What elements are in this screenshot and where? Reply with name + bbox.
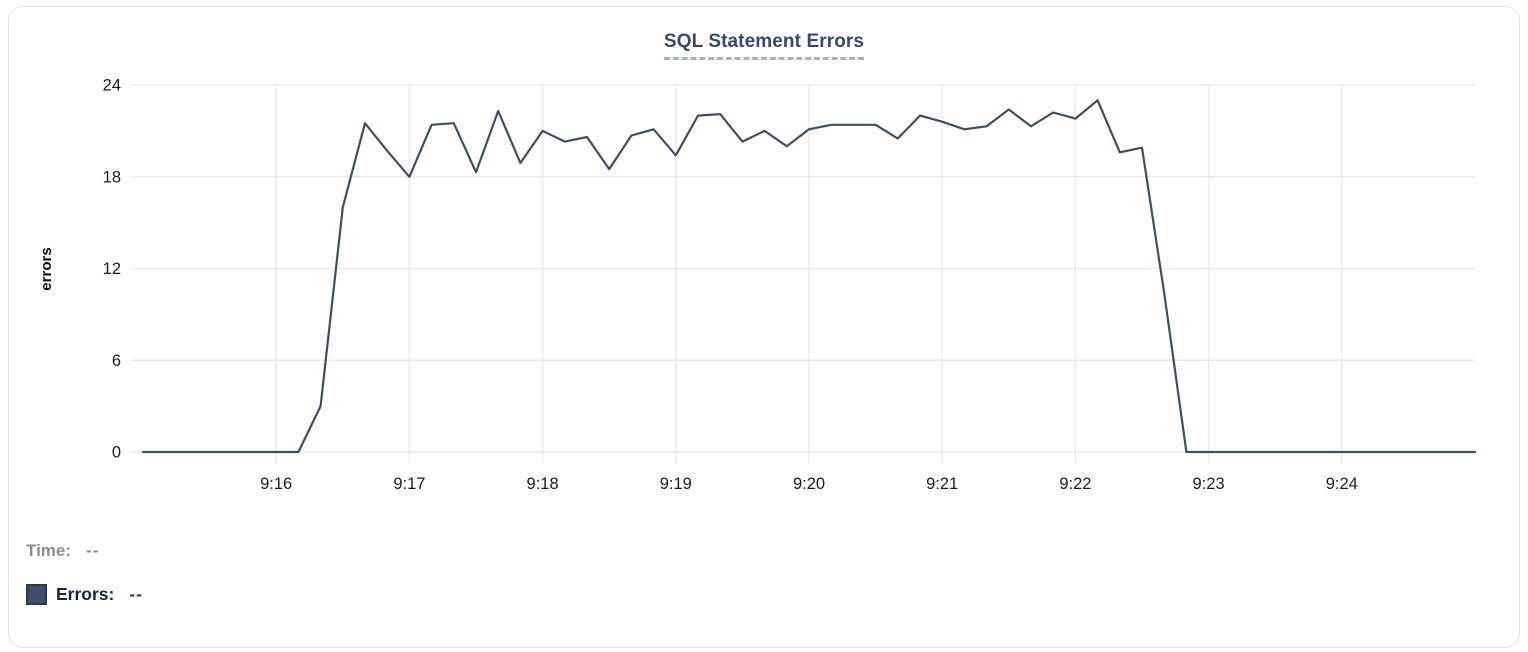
x-tick-label: 9:24 — [1326, 475, 1358, 493]
x-tick-label: 9:18 — [527, 475, 559, 493]
chart-card: SQL Statement Errors 0 6 12 18 24 9:16 9:17 9:1… — [8, 6, 1520, 648]
y-tick-label: 24 — [103, 77, 121, 95]
x-tick-label: 9:22 — [1059, 475, 1091, 493]
errors-value: -- — [129, 584, 144, 604]
chart-header: SQL Statement Errors — [9, 31, 1519, 60]
x-tick-label: 9:17 — [393, 475, 425, 493]
legend-errors-item[interactable]: Errors: -- — [26, 584, 143, 605]
errors-series-line — [141, 99, 1477, 454]
x-tick-label: 9:23 — [1193, 475, 1225, 493]
errors-label: Errors: — [56, 584, 115, 604]
x-tick-label: 9:21 — [926, 475, 958, 493]
y-tick-label: 0 — [112, 444, 121, 462]
y-tick-label: 12 — [103, 260, 121, 278]
sql-errors-line-chart[interactable]: 0 6 12 18 24 9:16 9:17 9:18 9:19 9:20 9:21 9:22 9:23… — [8, 6, 1520, 513]
chart-title[interactable]: SQL Statement Errors — [663, 31, 865, 60]
y-tick-label: 6 — [112, 352, 121, 370]
readout-time-row: Time: -- — [26, 541, 99, 561]
x-tick-label: 9:20 — [793, 475, 825, 493]
x-tick-label: 9:16 — [260, 475, 292, 493]
time-value: -- — [86, 541, 100, 560]
y-axis-title: errors — [38, 247, 55, 290]
time-label: Time: — [26, 541, 72, 560]
y-tick-label: 18 — [103, 168, 121, 186]
x-tick-label: 9:19 — [660, 475, 692, 493]
errors-legend-swatch — [26, 584, 47, 605]
